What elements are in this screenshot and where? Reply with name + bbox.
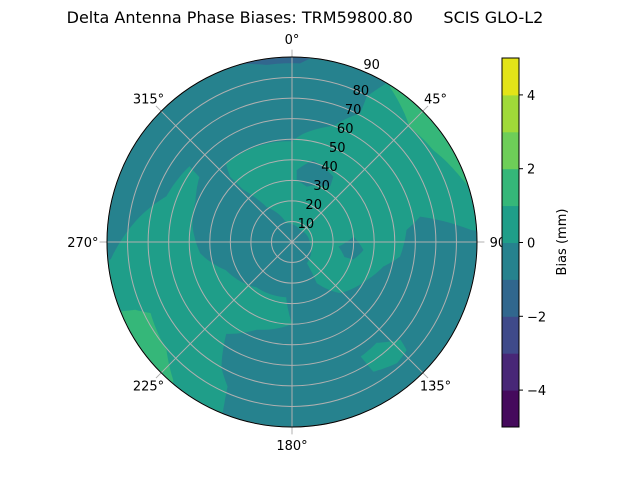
colorbar-label: Bias (mm) <box>555 209 570 276</box>
angular-tick-label: 45° <box>424 93 447 108</box>
contour-region-4 <box>296 160 334 187</box>
colorbar: −4 −2 0 2 4 Bias (mm) <box>501 57 570 428</box>
colorbar-band <box>502 390 519 428</box>
radial-tick-label: 50 <box>329 141 346 156</box>
colorbar-band <box>502 58 519 96</box>
angular-tick-label: 270° <box>67 236 98 251</box>
colorbar-tick-label: 2 <box>527 163 535 178</box>
radial-tick-label: 70 <box>345 103 362 118</box>
contour-region-6 <box>390 77 476 186</box>
colorbar-band <box>502 168 519 207</box>
radial-tick-labels: 10 20 30 40 50 60 70 80 90 <box>298 58 380 232</box>
colorbar-band <box>502 205 519 243</box>
angular-tick-label: 135° <box>420 380 451 395</box>
polar-axes: 0°45°90°135°180°225°270°315° 10203040506… <box>67 33 512 454</box>
angular-tick-label: 0° <box>285 33 300 48</box>
angular-gridline <box>155 105 293 243</box>
radial-tick-label: 60 <box>337 122 354 137</box>
colorbar-band <box>502 316 519 354</box>
angular-tick-label: 180° <box>276 439 307 454</box>
colorbar-band <box>502 131 519 170</box>
angular-gridline <box>291 241 429 379</box>
angular-tick-label: 315° <box>133 93 164 108</box>
colorbar-band <box>502 242 519 280</box>
polar-frame <box>106 56 478 428</box>
chart-title: Delta Antenna Phase Biases: TRM59800.80 … <box>67 8 544 27</box>
colorbar-band <box>502 94 519 133</box>
angular-tick-label: 225° <box>133 380 164 395</box>
angular-tick-labels: 0°45°90°135°180°225°270°315° <box>67 33 512 454</box>
radial-tick-label: 10 <box>298 217 315 232</box>
angular-gridline <box>291 105 429 243</box>
radial-tick-label: 30 <box>313 179 330 194</box>
colorbar-tick-label: 4 <box>527 89 535 104</box>
colorbar-tick-label: −4 <box>527 384 546 399</box>
radial-tick-label: 20 <box>305 198 322 213</box>
colorbar-band <box>502 353 519 391</box>
radial-tick-label: 40 <box>321 160 338 175</box>
angular-gridline <box>155 241 293 379</box>
contour-region-7 <box>360 339 407 372</box>
colorbar-tick-label: 0 <box>527 237 535 252</box>
radial-tick-label: 90 <box>363 58 380 73</box>
colorbar-band <box>502 279 519 317</box>
radial-tick-label: 80 <box>353 84 370 99</box>
colorbar-tick-label: −2 <box>527 310 546 325</box>
